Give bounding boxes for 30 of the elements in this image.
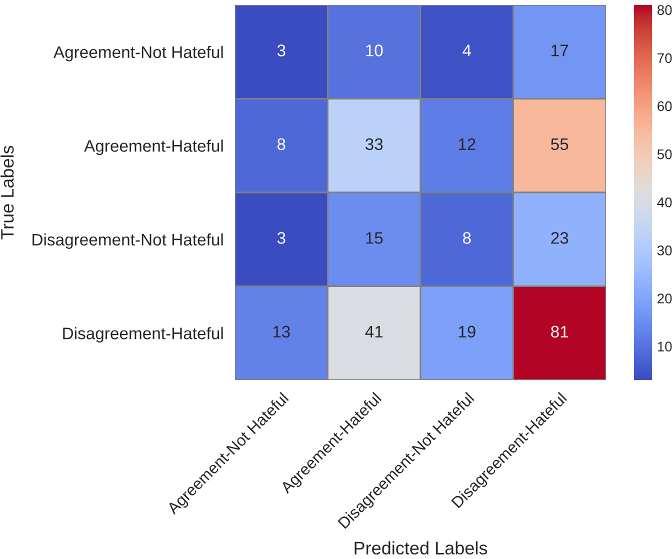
color-bar-label: 30 — [657, 246, 672, 256]
data-label: 23 — [551, 232, 568, 244]
data-label: 55 — [551, 138, 568, 150]
data-label: 17 — [552, 44, 568, 56]
y-tick-label: Agreement-Hateful — [84, 140, 223, 156]
y-tick-label: Agreement-Not Hateful — [53, 46, 223, 62]
color-bar-label: 80 — [657, 5, 672, 15]
data-label: 33 — [365, 138, 383, 150]
data-label: 3 — [277, 232, 286, 244]
y-axis-title: True Labels — [0, 146, 14, 240]
y-tick-label: Disagreement-Not Hateful — [32, 233, 223, 249]
color-bar-label: 70 — [658, 53, 672, 64]
color-bar-label: 40 — [657, 197, 672, 208]
data-label: 3 — [277, 44, 286, 56]
data-label: 15 — [366, 232, 383, 244]
data-label: 81 — [551, 326, 568, 338]
data-label: 8 — [277, 138, 286, 150]
data-label: 4 — [462, 44, 472, 56]
y-tick-label: Disagreement-Hateful — [63, 327, 223, 343]
x-axis-title: Predicted Labels — [354, 541, 488, 555]
color-bar-label: 20 — [658, 294, 672, 304]
data-label: 19 — [458, 326, 476, 338]
data-label: 8 — [462, 232, 471, 244]
data-label: 13 — [273, 326, 290, 338]
data-label: 41 — [365, 326, 383, 338]
color-bar-label: 10 — [658, 342, 672, 352]
color-bar-label: 60 — [658, 101, 672, 112]
data-label: 10 — [366, 44, 383, 56]
data-label: 12 — [458, 138, 476, 150]
color-bar-label: 50 — [657, 149, 672, 160]
